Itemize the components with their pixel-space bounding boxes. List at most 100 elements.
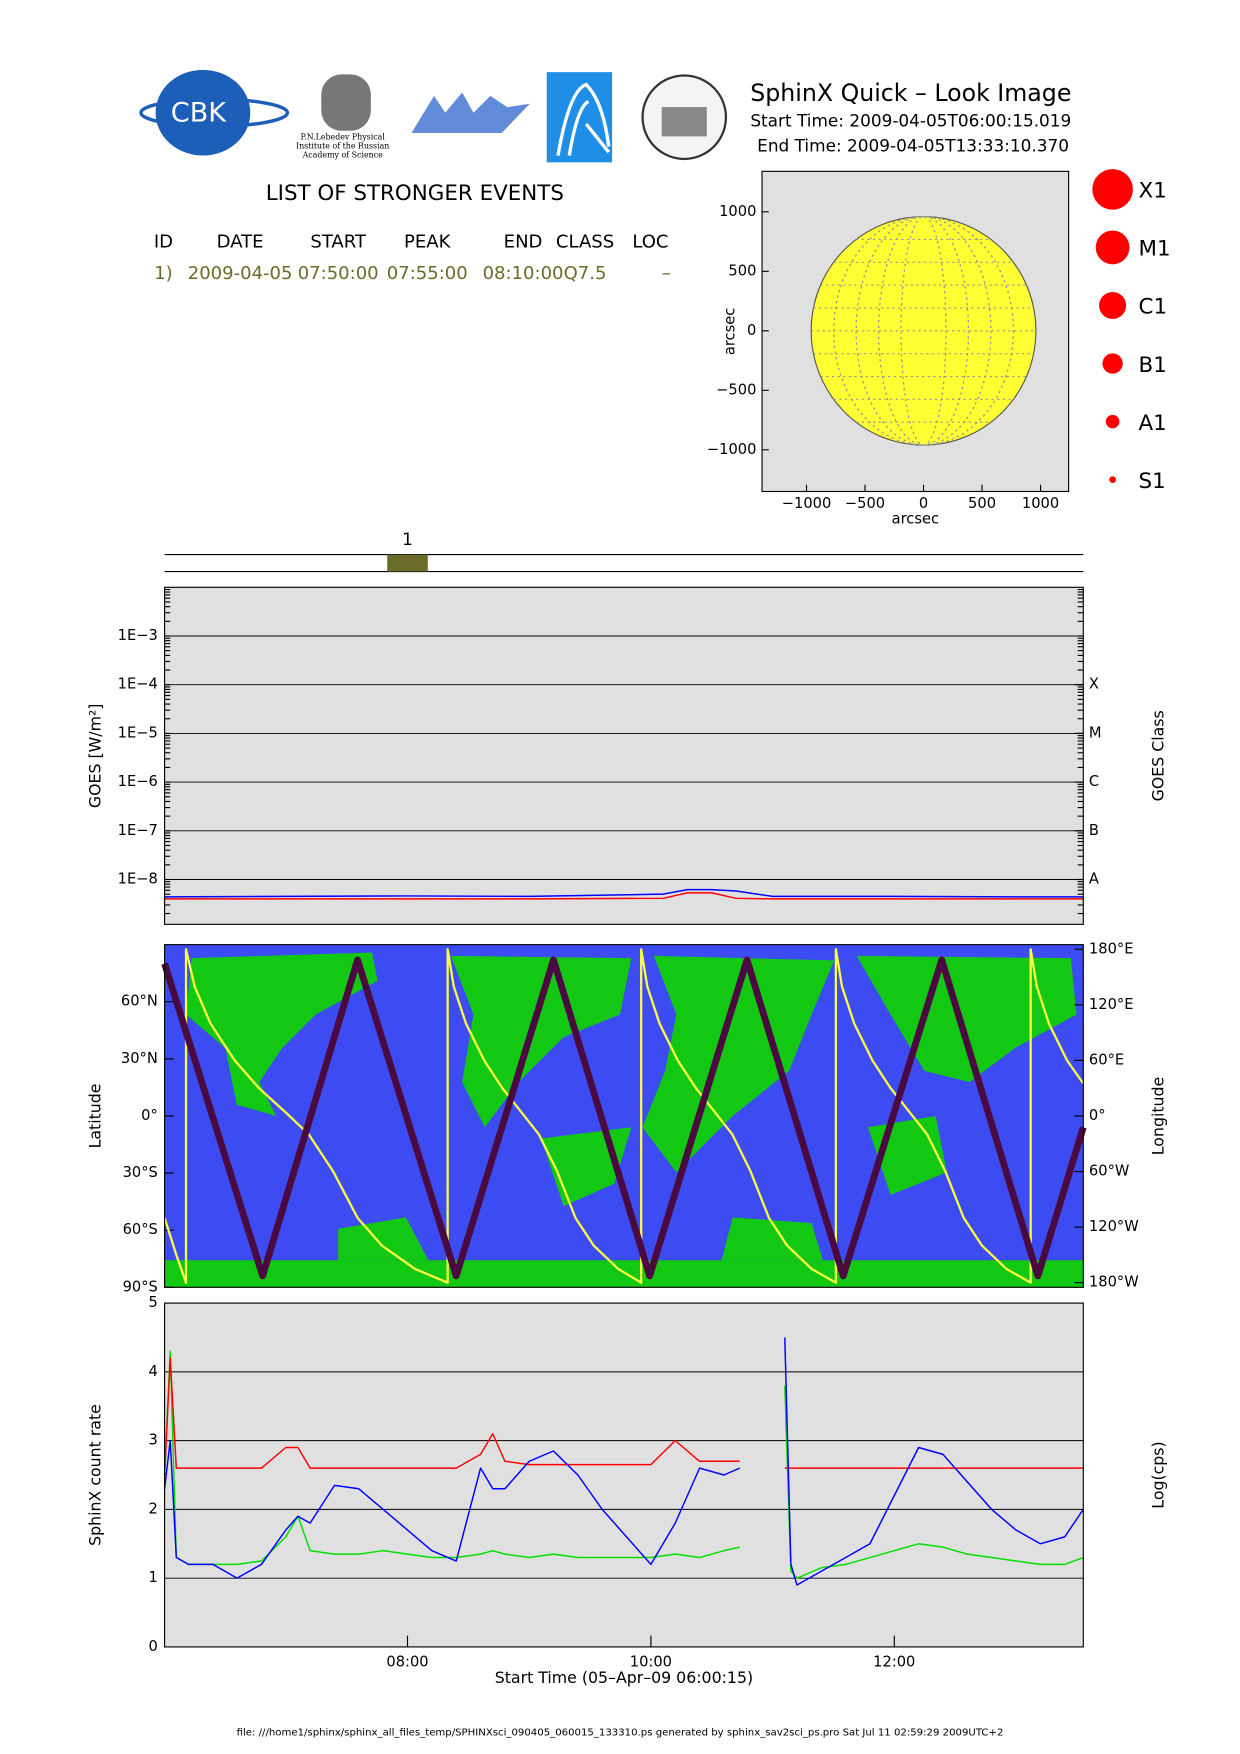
sun-disk (810, 216, 1037, 446)
y2-axis-label: Longitude (1148, 1077, 1167, 1155)
table-cell: 07:55:00 (387, 263, 468, 284)
y-axis-label: arcsec (721, 308, 738, 355)
y2-tick-label: X (1089, 676, 1099, 693)
y-tick-label: 1 (148, 1569, 157, 1586)
x-tick-label: −500 (845, 495, 885, 512)
y-tick-label: 90°S (123, 1278, 158, 1295)
cbk-logo (155, 69, 251, 156)
x-tick-label: 12:00 (873, 1654, 915, 1671)
x-tick-label: 08:00 (386, 1654, 428, 1671)
table-header: ID (154, 231, 173, 252)
y-tick-label: 1E−4 (118, 676, 158, 693)
legend-dot (1092, 169, 1133, 210)
table-cell: 2009-04-05 (188, 263, 293, 284)
legend-dot (1102, 353, 1123, 374)
table-cell: – (662, 263, 671, 284)
y-tick-label: 60°N (121, 993, 158, 1010)
mifi-logo (411, 92, 530, 134)
footer: file: ///home1/sphinx/sphinx_all_files_t… (237, 1728, 1004, 1739)
start-time: Start Time: 2009-04-05T06:00:15.019 (750, 111, 1071, 131)
series-line (161, 956, 1087, 1280)
table-header: CLASS (556, 231, 614, 252)
event-marker-label: 1 (402, 529, 413, 549)
event-span (387, 554, 428, 572)
frame (164, 586, 1084, 925)
x-tick-label: 500 (968, 495, 996, 512)
legend-dot (1105, 414, 1120, 429)
lebedev-caption: Institute of the Russian (296, 142, 389, 151)
y-tick-label: 0 (747, 322, 756, 339)
goes-panel (164, 587, 1084, 925)
x-tick-label: 0 (919, 495, 928, 512)
y2-tick-label: 0° (1089, 1107, 1106, 1124)
y-tick-label: 30°S (123, 1164, 158, 1181)
y-tick-label: 1E−5 (118, 724, 158, 741)
y-tick-label: 500 (728, 262, 756, 279)
main-title: SphinX Quick – Look Image (750, 79, 1071, 107)
x-axis-label: Start Time (05–Apr–09 06:00:15) (495, 1668, 753, 1687)
y2-tick-label: M (1089, 724, 1102, 741)
disk-meridian (878, 216, 970, 446)
y-tick-label: 4 (148, 1363, 157, 1380)
series-line (163, 1350, 1084, 1579)
y2-axis-label: Log(cps) (1148, 1441, 1167, 1508)
y2-tick-label: 120°W (1089, 1218, 1139, 1235)
series-line (164, 888, 1084, 898)
y-tick-label: 1E−7 (118, 822, 158, 839)
y-tick-label: 1E−8 (118, 871, 158, 888)
y2-tick-label: 60°E (1089, 1051, 1124, 1068)
table-cell: 08:10:00 (483, 263, 564, 284)
count-panel (164, 1303, 1084, 1647)
series-line (164, 892, 1084, 900)
cbk-text: CBK (171, 97, 227, 128)
disk-meridian (833, 216, 1014, 446)
y-axis-label: Latitude (85, 1084, 104, 1149)
land (164, 1260, 1084, 1288)
x-tick-label: 1000 (1022, 495, 1059, 512)
y-axis-label: SphinX count rate (85, 1404, 104, 1546)
y-tick-label: 0 (148, 1638, 157, 1655)
y2-tick-label: 180°E (1089, 940, 1134, 957)
table-cell: 07:50:00 (298, 263, 379, 284)
frame (164, 944, 1084, 1288)
frame (761, 170, 1070, 493)
y2-tick-label: A (1089, 871, 1099, 888)
seal-building (661, 107, 707, 137)
y2-tick-label: C (1089, 773, 1099, 790)
land (642, 955, 835, 1173)
series-line (163, 1337, 1084, 1586)
legend-label: M1 (1139, 237, 1171, 262)
land (856, 955, 1077, 1083)
y2-tick-label: 60°W (1089, 1163, 1129, 1180)
y-tick-label: −500 (716, 381, 756, 398)
table-header: END (504, 231, 543, 252)
y2-tick-label: 180°W (1089, 1274, 1139, 1291)
y-tick-label: 60°S (123, 1221, 158, 1238)
y2-tick-label: B (1089, 822, 1099, 839)
portrait (321, 74, 371, 131)
lebedev-caption: Academy of Science (302, 151, 384, 160)
table-header: DATE (217, 231, 264, 252)
events-title: LIST OF STRONGER EVENTS (266, 181, 564, 206)
series-line (163, 948, 1085, 1284)
x-tick-label: 10:00 (630, 1654, 672, 1671)
table-header: PEAK (404, 231, 452, 252)
legend-dot (1099, 291, 1127, 320)
series-line (163, 1357, 1084, 1476)
table-cell: 1) (154, 263, 173, 284)
legend-label: S1 (1139, 469, 1166, 494)
blue-logo-arcs (556, 82, 611, 156)
end-time: End Time: 2009-04-05T13:33:10.370 (757, 136, 1069, 156)
table-header: LOC (632, 231, 668, 252)
land (186, 952, 378, 1116)
x-axis-label: arcsec (892, 511, 939, 528)
disk-meridian (855, 216, 992, 446)
map-land (164, 952, 1084, 1288)
legend-label: X1 (1139, 179, 1167, 204)
y-tick-label: 5 (148, 1294, 157, 1311)
x-tick-label: −1000 (782, 495, 832, 512)
table-cell: Q7.5 (564, 263, 607, 284)
legend-label: B1 (1139, 353, 1167, 378)
